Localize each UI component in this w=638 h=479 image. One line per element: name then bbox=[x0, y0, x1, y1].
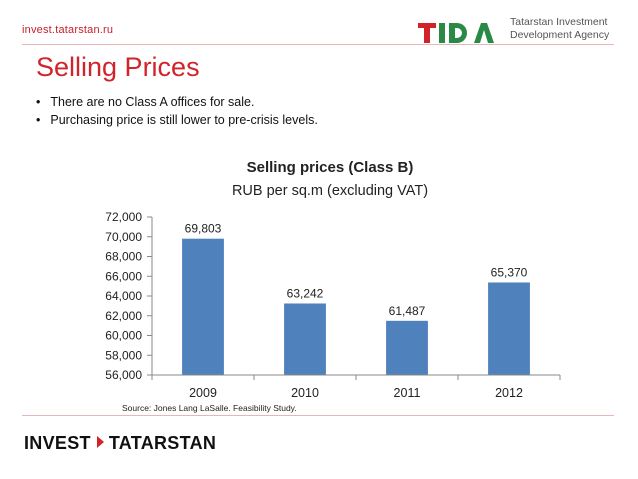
y-tick-label: 60,000 bbox=[105, 329, 142, 343]
y-tick-label: 68,000 bbox=[105, 250, 142, 264]
y-tick-label: 56,000 bbox=[105, 368, 142, 382]
data-label-2011: 61,487 bbox=[389, 304, 426, 318]
bullet-item: Purchasing price is still lower to pre-c… bbox=[36, 111, 317, 129]
y-tick-label: 62,000 bbox=[105, 309, 142, 323]
chart-source: Source: Jones Lang LaSalle. Feasibility … bbox=[122, 403, 297, 413]
x-tick-label: 2010 bbox=[291, 386, 319, 400]
bar-2012 bbox=[488, 282, 530, 375]
brand-invest: INVEST bbox=[24, 433, 91, 453]
agency-name: Tatarstan Investment Development Agency bbox=[510, 16, 609, 42]
data-label-2010: 63,242 bbox=[287, 286, 324, 300]
data-label-2012: 65,370 bbox=[491, 265, 528, 279]
agency-line-2: Development Agency bbox=[510, 29, 610, 41]
chart-subtitle: RUB per sq.m (excluding VAT) bbox=[232, 183, 428, 199]
bars: 69,803 63,242 61,487 65,370 bbox=[182, 222, 530, 375]
y-axis: 56,000 58,000 60,000 62,000 64,000 66,000 68,0… bbox=[105, 210, 153, 382]
brand-tatarstan: TATARSTAN bbox=[108, 433, 217, 453]
y-tick-label: 64,000 bbox=[105, 289, 142, 303]
y-tick-label: 58,000 bbox=[105, 348, 142, 362]
page-title: Selling Prices bbox=[36, 52, 200, 82]
x-tick-label: 2009 bbox=[189, 386, 217, 400]
y-tick-label: 70,000 bbox=[105, 230, 142, 244]
y-tick-label: 66,000 bbox=[105, 269, 142, 283]
bar-2011 bbox=[386, 320, 428, 375]
bar-chart: Selling prices (Class B) RUB per sq.m (e… bbox=[105, 159, 561, 413]
bullet-list: There are no Class A offices for sale. P… bbox=[36, 93, 318, 129]
site-url[interactable]: invest.tatarstan.ru bbox=[22, 24, 114, 36]
brand-arrow-icon bbox=[96, 436, 104, 448]
footer-brand: INVEST TATARSTAN bbox=[24, 433, 216, 454]
chart-title: Selling prices (Class B) bbox=[247, 159, 414, 176]
x-tick-label: 2012 bbox=[495, 386, 523, 400]
data-label-2009: 69,803 bbox=[185, 222, 222, 236]
y-tick-label: 72,000 bbox=[105, 210, 142, 224]
bar-2009 bbox=[182, 238, 224, 375]
logo-text: tida bbox=[418, 18, 420, 19]
tida-logo: tida bbox=[418, 18, 494, 43]
x-axis: 2009 2010 2011 2012 bbox=[151, 374, 561, 400]
footer-divider bbox=[22, 415, 614, 416]
header-divider bbox=[22, 44, 614, 45]
x-tick-label: 2011 bbox=[394, 386, 421, 400]
bar-2010 bbox=[284, 303, 326, 375]
agency-line-1: Tatarstan Investment bbox=[510, 16, 608, 28]
bullet-item: There are no Class A offices for sale. bbox=[36, 93, 318, 111]
